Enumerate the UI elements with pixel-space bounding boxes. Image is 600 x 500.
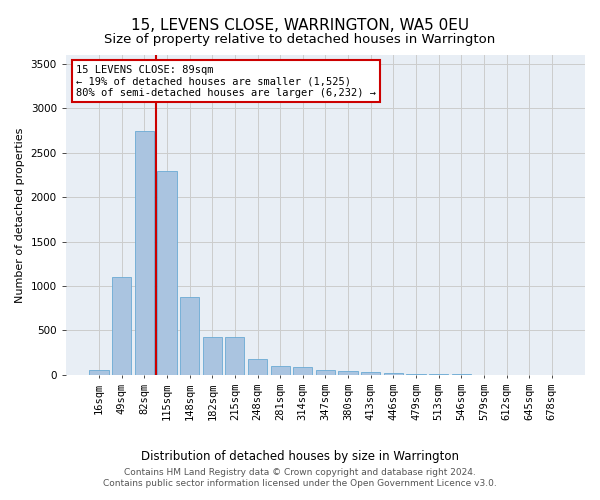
Text: Distribution of detached houses by size in Warrington: Distribution of detached houses by size … [141,450,459,463]
Bar [248,360,267,375]
Y-axis label: Number of detached properties: Number of detached properties [15,127,25,302]
Bar [112,277,131,375]
Bar [293,367,313,375]
Bar [384,372,403,375]
Text: 15 LEVENS CLOSE: 89sqm
← 19% of detached houses are smaller (1,525)
80% of semi-: 15 LEVENS CLOSE: 89sqm ← 19% of detached… [76,64,376,98]
Text: Size of property relative to detached houses in Warrington: Size of property relative to detached ho… [104,32,496,46]
Text: 15, LEVENS CLOSE, WARRINGTON, WA5 0EU: 15, LEVENS CLOSE, WARRINGTON, WA5 0EU [131,18,469,32]
Bar [180,296,199,375]
Bar [89,370,109,375]
Bar [203,336,222,375]
Bar [225,336,244,375]
Bar [271,366,290,375]
Bar [135,130,154,375]
Bar [429,374,448,375]
Bar [338,372,358,375]
Bar [406,374,425,375]
Text: Contains HM Land Registry data © Crown copyright and database right 2024.
Contai: Contains HM Land Registry data © Crown c… [103,468,497,487]
Bar [157,170,176,375]
Bar [316,370,335,375]
Bar [361,372,380,375]
